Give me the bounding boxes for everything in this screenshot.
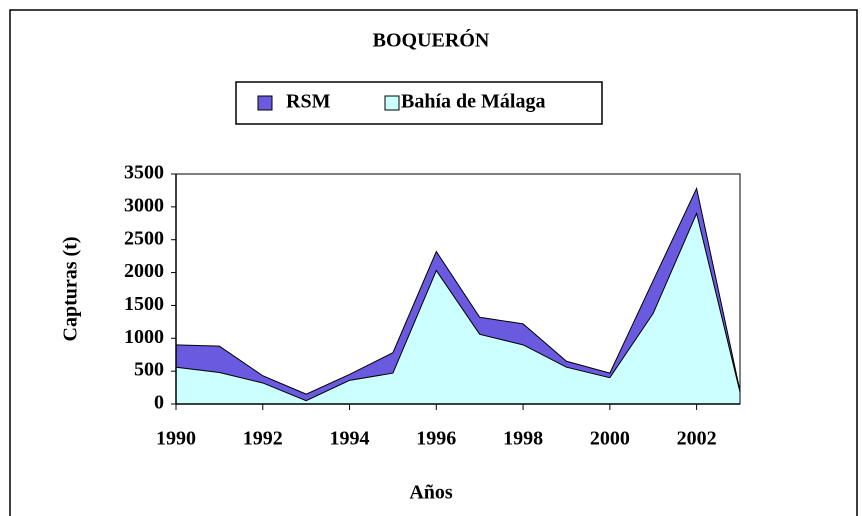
y-tick-label: 1500 (124, 293, 164, 315)
y-tick-label: 0 (154, 392, 164, 414)
area (175, 186, 741, 405)
legend-box (235, 81, 603, 125)
y-axis-label: Capturas (t) (60, 237, 82, 342)
x-tick-label: 2002 (677, 428, 717, 450)
x-tick-label: 2000 (590, 428, 630, 450)
x-tick-label: 1996 (416, 428, 456, 450)
x-tick-label: 1994 (330, 428, 370, 450)
y-tick-label: 3000 (124, 194, 164, 216)
legend-label: RSM (286, 91, 331, 113)
legend-swatch (384, 95, 400, 111)
y-tick-label: 2500 (124, 227, 164, 249)
legend-label: Bahía de Málaga (401, 91, 545, 113)
y-tick-label: 500 (134, 359, 164, 381)
y-tick-label: 2000 (124, 260, 164, 282)
area (175, 211, 741, 405)
chart-title: BOQUERÓN (373, 28, 490, 52)
x-tick-label: 1990 (156, 428, 196, 450)
x-axis-label: Años (409, 482, 453, 504)
x-tick-label: 1992 (243, 428, 283, 450)
y-tick-label: 3500 (124, 162, 164, 184)
legend-swatch (257, 95, 273, 111)
y-tick-label: 1000 (124, 326, 164, 348)
x-tick-label: 1998 (503, 428, 543, 450)
